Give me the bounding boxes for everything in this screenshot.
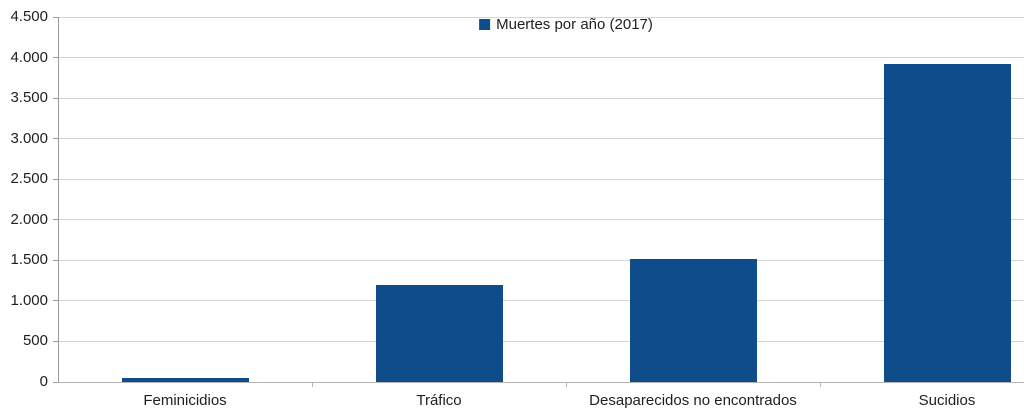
y-axis-tick xyxy=(53,219,58,221)
y-axis-tick xyxy=(53,16,58,18)
y-axis-tick xyxy=(53,340,58,342)
gridline xyxy=(58,138,1024,140)
x-axis-label: Tráfico xyxy=(416,392,462,409)
gridline xyxy=(58,259,1024,261)
gridline xyxy=(58,97,1024,99)
y-axis-label: 1.000 xyxy=(10,291,48,309)
bar-desaparecidos-no-encontrados xyxy=(629,258,757,382)
y-axis-tick xyxy=(53,57,58,59)
x-axis-tick xyxy=(312,382,313,387)
x-axis-line xyxy=(58,381,1024,383)
x-axis-tick xyxy=(566,382,567,387)
x-axis-label: Desaparecidos no encontrados xyxy=(589,392,797,409)
gridline xyxy=(58,219,1024,221)
y-axis-label: 4.500 xyxy=(10,8,48,25)
y-axis-tick xyxy=(53,178,58,180)
gridline xyxy=(58,300,1024,302)
y-axis-tick xyxy=(53,300,58,302)
legend-label: Muertes por año (2017) xyxy=(496,16,653,33)
y-axis-tick xyxy=(53,138,58,140)
legend: Muertes por año (2017) xyxy=(479,17,653,32)
y-axis-tick xyxy=(53,381,58,383)
y-axis-tick xyxy=(53,259,58,261)
y-axis-label: 500 xyxy=(22,332,48,350)
gridline xyxy=(58,340,1024,342)
bar-sucidios xyxy=(883,64,1011,382)
bar-feminicidios xyxy=(121,377,249,382)
legend-color-swatch-icon xyxy=(479,19,491,30)
y-axis-label: 3.500 xyxy=(10,89,48,107)
gridline xyxy=(58,16,1024,18)
x-axis-label: Sucidios xyxy=(918,392,976,409)
y-axis-line xyxy=(58,17,59,382)
x-axis-label: Feminicidios xyxy=(143,392,227,409)
bar-tr-fico xyxy=(375,284,503,382)
y-axis-label: 2.000 xyxy=(10,210,48,228)
y-axis-label: 2.500 xyxy=(10,170,48,188)
y-axis-label: 4.000 xyxy=(10,48,48,66)
gridline xyxy=(58,57,1024,59)
y-axis-label: 0 xyxy=(39,373,48,390)
y-axis-label: 1.500 xyxy=(10,251,48,269)
x-axis-tick xyxy=(820,382,821,387)
y-axis-label: 3.000 xyxy=(10,129,48,147)
gridline xyxy=(58,178,1024,180)
y-axis-tick xyxy=(53,97,58,99)
